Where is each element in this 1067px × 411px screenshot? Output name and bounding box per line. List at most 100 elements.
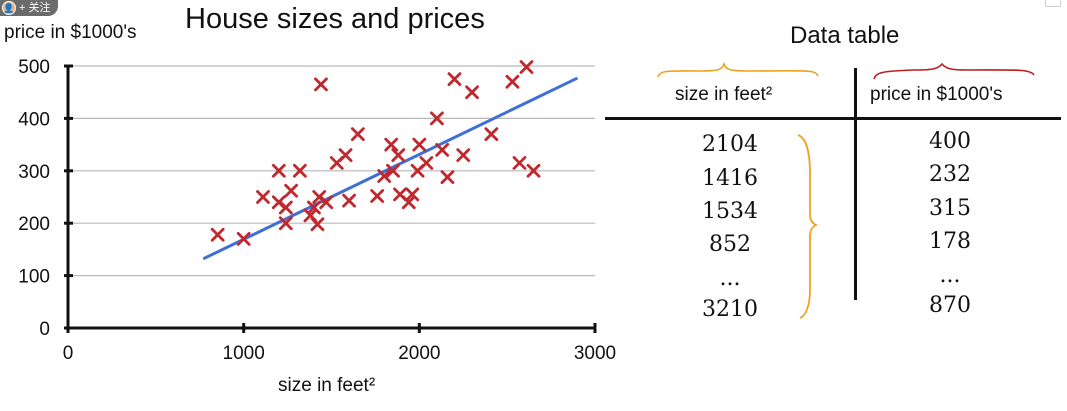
table-header-divider [605,117,1061,120]
table-cell-size: 3210 [702,297,758,322]
data-point [440,170,455,184]
data-point [429,111,444,126]
table-cell-price: 315 [929,196,971,221]
data-point [210,227,225,242]
point-stroke [236,232,251,246]
table-cell-size: 1534 [702,199,758,224]
point-stroke [384,137,399,152]
data-point [292,163,307,178]
grid-lines [68,65,595,277]
rows-brace [797,134,819,319]
y-tick-label: 300 [18,162,50,183]
point-stroke [292,163,307,178]
point-stroke [419,156,434,170]
point-stroke [310,217,325,232]
data-point [342,193,356,208]
table-cell-size: 852 [709,232,751,257]
data-point [484,127,499,142]
data-point [284,183,298,198]
point-stroke [338,148,353,162]
axes [64,64,597,333]
table-cell-price: 400 [929,129,971,154]
y-tick-label: 200 [18,214,50,235]
data-point [310,217,325,232]
point-stroke [307,200,321,215]
column-header-size: size in feet² [675,84,773,105]
chart-title: House sizes and prices [185,3,485,35]
point-stroke [278,216,293,231]
y-tick-label: 500 [18,57,50,78]
data-points [210,60,541,246]
data-point [412,137,427,152]
follow-button[interactable]: 👤 + 关注 [0,0,58,16]
point-stroke [350,127,365,142]
y-axis-label: price in $1000's [4,22,137,43]
point-stroke [278,200,293,215]
point-stroke [440,170,455,184]
data-point [278,216,293,231]
tick-labels: 0 100 200 300 400 500 0 1000 2000 3000 [18,57,616,364]
avatar: 👤 [2,1,16,15]
data-point [505,74,520,89]
point-stroke [370,189,385,203]
data-point [338,148,353,162]
data-point [526,163,541,178]
point-stroke [401,195,416,210]
point-stroke [342,193,356,208]
point-stroke [271,195,286,210]
table-cell-size: 2104 [702,132,758,157]
point-stroke [505,74,520,89]
point-stroke [412,137,427,152]
table-title: Data table [790,22,900,49]
data-point [256,190,270,204]
table-cell-size: ... [719,266,741,291]
data-point [447,72,462,86]
point-stroke [435,142,450,157]
table-cell-price: 870 [929,293,971,318]
x-tick-label: 1000 [223,343,265,364]
point-stroke [465,85,479,100]
data-point [307,200,321,215]
point-stroke [456,148,471,162]
y-tick-label: 100 [18,267,50,288]
table-cell-price: ... [939,263,961,288]
point-stroke [447,72,462,86]
data-point [401,195,416,210]
point-stroke [393,187,407,202]
data-point [271,163,286,178]
data-point [419,156,434,170]
data-point [350,127,365,142]
document-icon [1045,0,1061,7]
header-brace-left [657,61,819,78]
data-point [384,137,399,152]
point-stroke [386,163,400,178]
x-axis-label: size in feet² [278,375,375,396]
column-header-price: price in $1000's [870,84,1003,105]
y-tick-label: 400 [18,109,50,130]
data-point [386,163,400,178]
point-stroke [391,148,406,162]
point-stroke [303,208,318,223]
y-tick-label: 0 [39,319,50,340]
data-point [319,195,334,210]
point-stroke [429,111,444,126]
x-tick-label: 2000 [398,343,440,364]
data-point [456,148,471,162]
data-point [405,187,420,202]
point-stroke [377,169,392,183]
point-stroke [256,190,270,204]
data-point [370,189,385,203]
data-point [465,85,479,100]
point-stroke [319,195,334,210]
table-cell-price: 232 [929,162,971,187]
point-stroke [314,77,328,92]
point-stroke [312,190,327,204]
data-point [512,156,527,170]
point-stroke [512,156,527,170]
x-tick-label: 0 [63,343,74,364]
data-point [519,60,534,74]
table-column-divider [854,68,857,300]
data-point [391,148,406,162]
follow-label: + 关注 [19,2,51,14]
